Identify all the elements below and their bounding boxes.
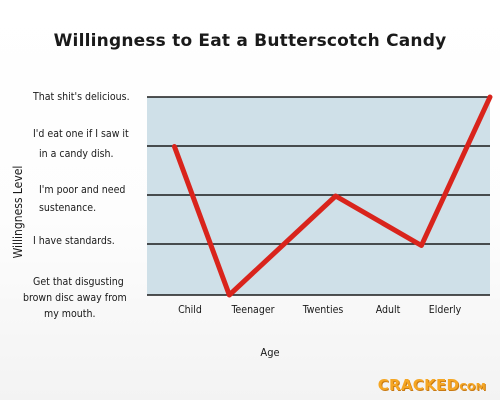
chart-title: Willingness to Eat a Butterscotch Candy xyxy=(53,31,447,51)
x-tick-label: Elderly xyxy=(429,304,462,316)
cracked-logo: CRACKEDCOM xyxy=(378,376,486,394)
x-axis-ticks: Child Teenager Twenties Adult Elderly xyxy=(178,304,462,316)
x-axis-label: Age xyxy=(260,346,280,359)
plot-area xyxy=(147,97,490,295)
series-layer xyxy=(171,94,493,298)
y-tick-label: Get that disgusting brown disc away from m… xyxy=(23,276,127,320)
x-tick-label: Twenties xyxy=(302,304,344,316)
y-axis-ticks: Get that disgusting brown disc away from m… xyxy=(23,91,130,320)
x-tick-label: Adult xyxy=(376,304,401,316)
y-tick-label: I have standards. xyxy=(33,235,115,247)
x-tick-label: Child xyxy=(178,304,202,316)
y-tick-label: I'm poor and need sustenance. xyxy=(39,184,125,214)
y-tick-label: That shit's delicious. xyxy=(32,91,130,103)
y-tick-label: I'd eat one if I saw it in a candy dish. xyxy=(33,128,129,160)
y-axis-label: Willingness Level xyxy=(11,165,25,259)
gridlines xyxy=(147,96,490,296)
x-tick-label: Teenager xyxy=(230,304,274,316)
plot-background xyxy=(147,97,490,295)
cracked-logo-main: CRACKED xyxy=(377,376,460,394)
cracked-logo-suffix: COM xyxy=(459,382,486,393)
